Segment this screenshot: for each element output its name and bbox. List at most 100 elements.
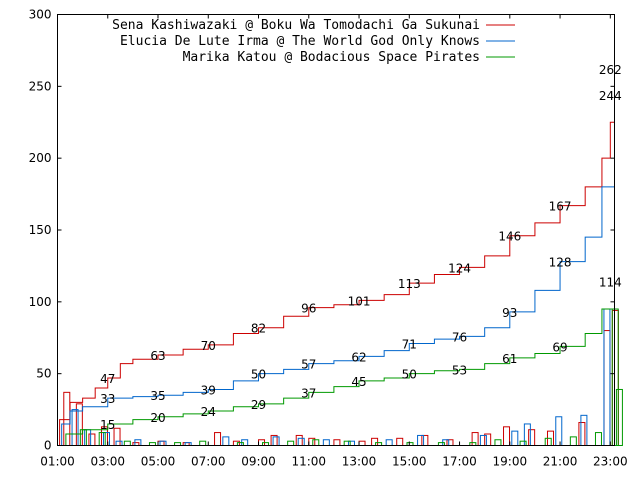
histogram-bar xyxy=(63,391,71,446)
data-label: 47 xyxy=(100,372,115,386)
y-tick-label: 200 xyxy=(29,151,52,165)
histogram-bar xyxy=(287,440,295,447)
histogram-bar xyxy=(79,429,87,446)
histogram-bar xyxy=(102,432,110,447)
data-label: 50 xyxy=(402,368,417,382)
histogram-bar xyxy=(471,432,479,447)
histogram-bar xyxy=(358,440,366,447)
x-tick-label: 21:00 xyxy=(543,455,578,469)
legend: Sena Kashiwazaki @ Boku Wa Tomodachi Ga … xyxy=(112,18,515,65)
data-label: 114 xyxy=(599,276,622,290)
y-tick-label: 300 xyxy=(29,8,52,22)
series-line xyxy=(57,94,615,446)
x-tick-label: 09:00 xyxy=(241,455,276,469)
x-tick-label: 01:00 xyxy=(40,455,75,469)
histogram-bar xyxy=(503,426,511,446)
y-tick-label: 150 xyxy=(29,223,52,237)
plot-frame xyxy=(57,14,615,446)
data-label: 113 xyxy=(398,277,421,291)
data-label: 63 xyxy=(150,349,165,363)
histogram-bar xyxy=(157,440,165,447)
data-label: 24 xyxy=(201,405,216,419)
histogram-bar xyxy=(295,434,303,446)
legend-label: Marika Katou @ Bodacious Space Pirates xyxy=(183,50,480,65)
y-tick-label: 100 xyxy=(29,295,52,309)
histogram-bar xyxy=(511,430,519,446)
data-label: 37 xyxy=(301,386,316,400)
data-label: 45 xyxy=(351,375,366,389)
data-label: 146 xyxy=(498,230,521,244)
histogram-bar xyxy=(333,439,341,446)
data-label: 50 xyxy=(251,368,266,382)
histogram-bar xyxy=(611,309,619,446)
data-label: 244 xyxy=(599,89,622,103)
histogram-bar xyxy=(603,308,611,446)
data-label: 262 xyxy=(599,63,622,77)
x-tick-label: 15:00 xyxy=(392,455,427,469)
x-tick-label: 13:00 xyxy=(342,455,377,469)
data-label: 70 xyxy=(201,339,216,353)
data-label: 33 xyxy=(100,392,115,406)
histogram-bar xyxy=(544,437,552,447)
histogram-bar xyxy=(396,437,404,447)
data-label: 53 xyxy=(452,363,467,377)
histogram-bar xyxy=(417,434,425,446)
histogram-bar xyxy=(569,436,577,447)
data-label: 20 xyxy=(150,411,165,425)
histogram-bar xyxy=(123,440,131,447)
histogram-bar xyxy=(347,440,355,447)
histogram-bar xyxy=(322,439,330,446)
lines-layer xyxy=(57,69,615,446)
histogram-bar xyxy=(578,422,586,447)
data-label: 62 xyxy=(351,350,366,364)
y-tick-label: 250 xyxy=(29,79,52,93)
ticks-layer: 0 50 100 150 200 250 300 01:00 03:00 05:00 07:00 09… xyxy=(29,8,628,469)
data-label: 124 xyxy=(448,261,471,275)
x-tick-label: 17:00 xyxy=(442,455,477,469)
histogram-bar xyxy=(272,436,280,447)
x-tick-label: 23:00 xyxy=(593,455,628,469)
data-label: 128 xyxy=(549,256,572,270)
histogram-bar xyxy=(222,436,230,447)
histogram-bar xyxy=(297,437,305,447)
histogram-bar xyxy=(580,414,588,446)
histogram-bar xyxy=(232,440,240,447)
data-label: 71 xyxy=(402,337,417,351)
histogram-bar xyxy=(494,439,502,446)
histogram-bar xyxy=(159,440,167,447)
histogram-bar xyxy=(371,437,379,447)
histogram-bar xyxy=(71,409,79,447)
data-label: 61 xyxy=(502,352,517,366)
data-label: 29 xyxy=(251,398,266,412)
data-label: 93 xyxy=(502,306,517,320)
series-line xyxy=(57,69,615,446)
histogram-bar xyxy=(84,429,92,446)
x-tick-label: 03:00 xyxy=(90,455,125,469)
histogram-bar xyxy=(523,423,531,447)
histogram-bar xyxy=(528,429,536,446)
histogram-bar xyxy=(615,388,623,446)
histogram-bar xyxy=(343,440,351,447)
histogram-bar xyxy=(421,434,429,446)
histogram-bar xyxy=(115,440,123,447)
data-label: 167 xyxy=(549,200,572,214)
x-tick-label: 05:00 xyxy=(141,455,176,469)
data-label: 39 xyxy=(201,383,216,397)
histogram-bar xyxy=(479,434,487,446)
data-label: 35 xyxy=(150,389,165,403)
y-tick-label: 0 xyxy=(44,439,52,453)
histogram-bar xyxy=(594,432,602,447)
histogram-bar xyxy=(603,330,611,447)
data-label: 57 xyxy=(301,358,316,372)
histogram-bar xyxy=(519,440,527,447)
histogram-bar xyxy=(611,308,619,446)
histogram-bar xyxy=(312,439,320,446)
data-label: 101 xyxy=(348,294,371,308)
x-tick-label: 07:00 xyxy=(191,455,226,469)
histogram-bar xyxy=(214,432,222,447)
histogram-bar xyxy=(446,439,454,446)
data-label: 69 xyxy=(552,340,567,354)
legend-label: Sena Kashiwazaki @ Boku Wa Tomodachi Ga … xyxy=(112,18,480,33)
y-tick-label: 50 xyxy=(36,367,51,381)
